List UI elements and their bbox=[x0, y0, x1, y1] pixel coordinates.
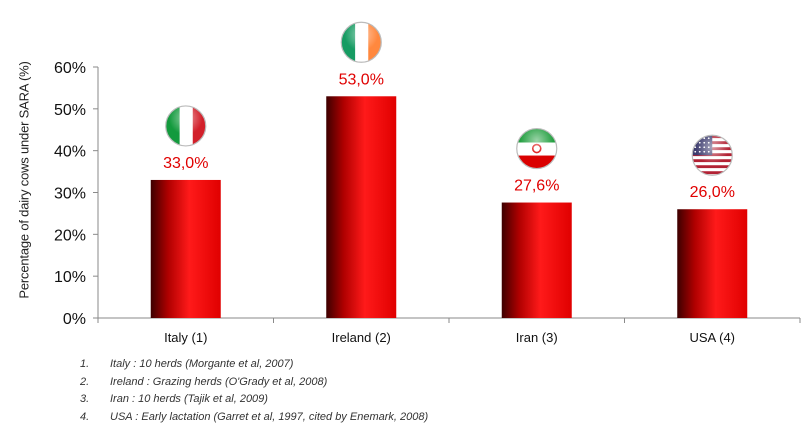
axes: 0% 10% 20% 30% 40% 50% 60% Italy (1) Ireland (2)… bbox=[54, 60, 801, 345]
x-tick-label: Italy (1) bbox=[164, 330, 207, 345]
italy-flag-icon bbox=[165, 105, 207, 147]
y-tick-label: 0% bbox=[63, 311, 86, 328]
y-tick-label: 30% bbox=[54, 186, 86, 203]
bar bbox=[677, 209, 748, 318]
y-tick-label: 10% bbox=[54, 269, 86, 286]
bars bbox=[150, 96, 748, 319]
bar bbox=[326, 96, 397, 319]
footnote-text: USA : Early lactation (Garret et al, 199… bbox=[110, 410, 429, 423]
footnote: 4. USA : Early lactation (Garret et al, 1… bbox=[80, 409, 428, 427]
y-tick-label: 50% bbox=[54, 102, 86, 119]
flags bbox=[165, 21, 733, 176]
footnote: 1. Italy : 10 herds (Morgante et al, 2007… bbox=[80, 356, 428, 374]
x-tick-label: Ireland (2) bbox=[332, 330, 391, 345]
footnote-number: 4. bbox=[80, 410, 90, 423]
bar bbox=[501, 202, 572, 318]
footnotes: 1. Italy : 10 herds (Morgante et al, 2007… bbox=[80, 356, 428, 426]
data-label: 26,0% bbox=[690, 184, 735, 201]
y-tick-label: 40% bbox=[54, 144, 86, 161]
data-label: 27,6% bbox=[514, 178, 559, 195]
ireland-flag-icon bbox=[340, 21, 382, 63]
footnote: 2. Ireland : Grazing herds (O'Grady et al… bbox=[80, 374, 428, 392]
y-axis-label-box: Percentage of dairy cows under SARA (%) bbox=[4, 40, 44, 320]
usa-flag-icon bbox=[691, 134, 733, 176]
footnote-text: Iran : 10 herds (Tajik et al, 2009) bbox=[110, 393, 268, 405]
bar bbox=[150, 179, 221, 318]
y-axis-label: Percentage of dairy cows under SARA (%) bbox=[16, 61, 32, 299]
data-label: 53,0% bbox=[339, 71, 384, 88]
x-tick-label: USA (4) bbox=[689, 330, 735, 345]
iran-flag-icon bbox=[516, 127, 558, 170]
footnote-text: Ireland : Grazing herds (O'Grady et al, … bbox=[110, 375, 328, 388]
footnote-text: Italy : 10 herds (Morgante et al, 2007) bbox=[110, 358, 294, 370]
footnote: 3. Iran : 10 herds (Tajik et al, 2009) bbox=[80, 391, 428, 409]
footnote-number: 3. bbox=[80, 393, 90, 405]
y-tick-label: 20% bbox=[54, 227, 86, 244]
footnote-number: 2. bbox=[80, 375, 90, 388]
data-label: 33,0% bbox=[163, 155, 208, 172]
footnote-number: 1. bbox=[80, 358, 90, 370]
y-tick-label: 60% bbox=[54, 60, 86, 77]
x-tick-label: Iran (3) bbox=[516, 330, 558, 345]
data-labels: 33,0% 53,0% 27,6% 26,0% bbox=[163, 71, 735, 201]
